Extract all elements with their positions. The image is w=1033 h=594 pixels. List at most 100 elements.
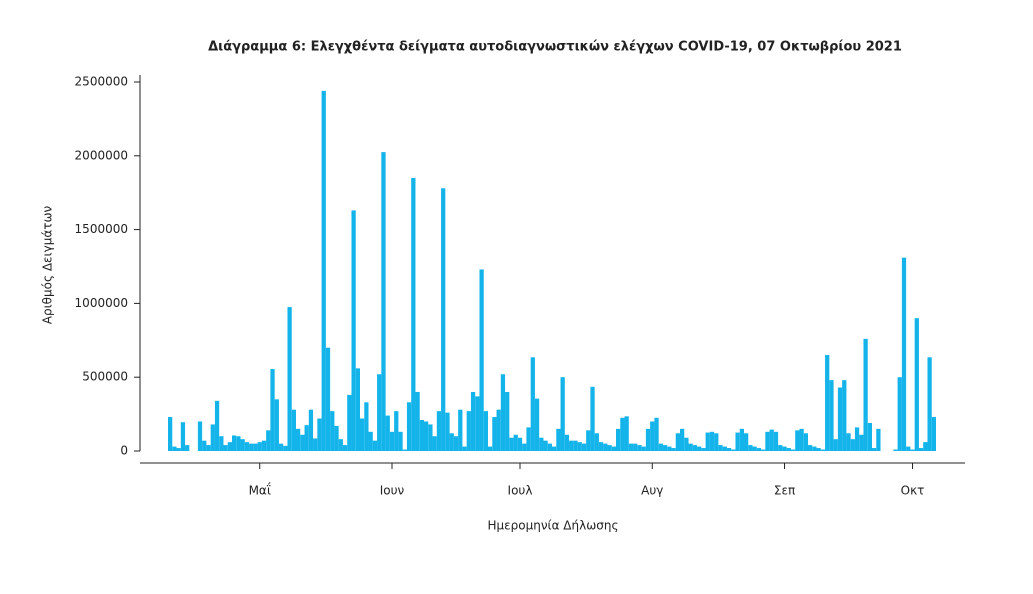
bar <box>786 448 791 451</box>
bar <box>637 445 642 451</box>
bar <box>449 433 454 451</box>
bar <box>236 436 241 451</box>
bar <box>543 440 548 451</box>
bar <box>735 432 740 451</box>
bar <box>428 424 433 451</box>
bar <box>739 428 744 451</box>
bar <box>633 443 638 451</box>
bar <box>296 428 301 451</box>
bar <box>590 386 595 451</box>
bar <box>752 446 757 451</box>
bar <box>436 411 442 451</box>
bar <box>496 409 501 451</box>
bar <box>526 427 531 451</box>
bar <box>624 416 629 451</box>
bar <box>232 435 237 451</box>
bar <box>287 307 292 451</box>
bar <box>347 394 352 451</box>
bar <box>513 434 518 451</box>
bar <box>432 436 437 451</box>
bar <box>214 400 220 451</box>
bar <box>505 391 510 451</box>
y-tick-label: 1000000 <box>75 296 128 310</box>
bar <box>398 431 403 451</box>
bar <box>658 443 663 451</box>
bar <box>223 445 228 451</box>
bar <box>240 439 245 451</box>
x-axis-label: Ημερομηνία Δήλωσης <box>487 519 618 533</box>
bar <box>530 357 535 451</box>
bar <box>611 446 616 451</box>
bar <box>441 188 446 451</box>
bar <box>594 433 599 451</box>
bar <box>492 417 497 451</box>
bar <box>701 448 706 451</box>
bar <box>355 368 360 451</box>
bar <box>901 257 907 451</box>
bar <box>534 398 540 451</box>
bar <box>872 448 877 451</box>
bar <box>688 443 693 451</box>
bar <box>573 440 578 451</box>
bar <box>270 369 275 451</box>
bar <box>419 420 424 451</box>
bar <box>385 415 390 451</box>
y-tick-label: 2000000 <box>75 148 128 162</box>
x-tick-label: Μαΐ <box>249 483 271 498</box>
bar <box>202 440 207 451</box>
bar <box>304 425 309 451</box>
bar <box>923 442 928 451</box>
bar <box>667 446 672 451</box>
x-tick-label: Αυγ <box>641 484 663 498</box>
bar <box>765 431 770 451</box>
bar <box>616 428 621 451</box>
bar <box>509 437 514 451</box>
bar <box>185 445 190 451</box>
bar <box>859 434 864 451</box>
bar <box>825 355 830 451</box>
bar <box>278 443 284 451</box>
bar <box>556 428 561 451</box>
bar <box>266 430 271 451</box>
bar <box>219 436 224 451</box>
bar <box>517 437 523 451</box>
y-tick-label: 500000 <box>82 370 128 384</box>
bar <box>795 430 800 451</box>
bar <box>850 439 855 451</box>
bar <box>705 432 710 451</box>
bar <box>168 417 173 451</box>
bar <box>325 347 331 451</box>
bar <box>445 412 450 451</box>
bar <box>620 417 625 451</box>
bar <box>453 436 459 451</box>
bar <box>812 446 817 451</box>
bar <box>586 430 591 451</box>
bar <box>722 446 727 451</box>
bar <box>748 445 753 451</box>
bar <box>394 411 399 451</box>
bar <box>756 448 762 451</box>
bar <box>360 418 365 451</box>
bar <box>893 449 898 451</box>
bar <box>846 433 851 451</box>
bar <box>368 431 373 451</box>
bar <box>680 428 685 451</box>
bar <box>867 422 872 451</box>
bar <box>334 425 339 451</box>
bar <box>466 411 471 451</box>
x-tick-label: Οκτ <box>901 484 925 498</box>
bar <box>816 448 821 451</box>
bar <box>197 421 203 451</box>
bar <box>300 434 305 451</box>
bar <box>261 440 267 451</box>
bar <box>257 442 262 451</box>
bar <box>603 443 608 451</box>
bar <box>377 374 382 451</box>
bar <box>726 448 732 451</box>
bar <box>475 396 480 451</box>
bar <box>931 417 936 451</box>
bar <box>628 443 634 451</box>
bar <box>176 448 181 451</box>
bar <box>654 417 659 451</box>
